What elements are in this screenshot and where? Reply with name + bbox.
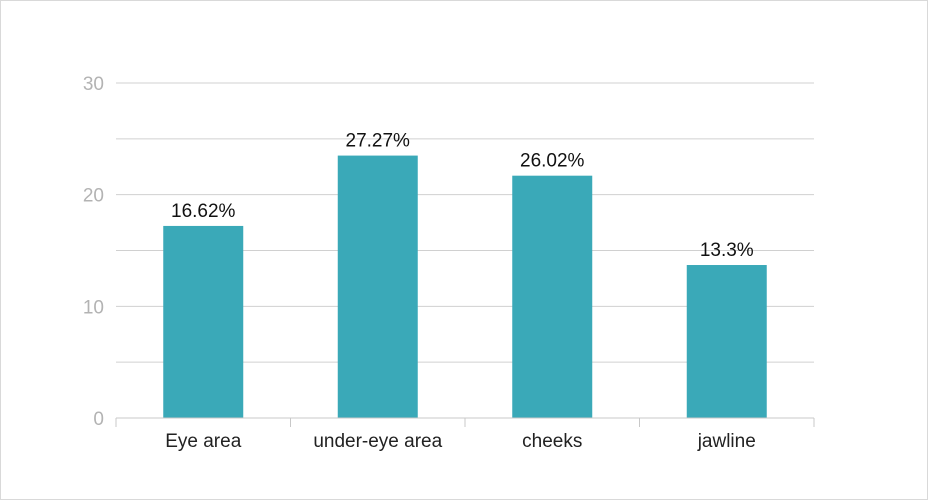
bar	[337, 155, 418, 419]
bar	[163, 225, 244, 418]
x-tick-label: cheeks	[522, 431, 582, 452]
x-tick-label: jawline	[697, 431, 756, 452]
y-tick-label: 20	[83, 186, 104, 207]
data-label: 16.62%	[171, 201, 236, 222]
y-axis-ticks: 0 10 20 30	[83, 74, 104, 430]
y-tick-label: 0	[93, 409, 104, 430]
y-tick-label: 30	[83, 74, 104, 95]
y-tick-label: 10	[83, 297, 104, 318]
data-labels: 16.62% 27.27% 26.02% 13.3%	[171, 131, 754, 261]
data-label: 26.02%	[520, 151, 585, 172]
x-tick-label: Eye area	[165, 431, 241, 452]
x-tick-label: under-eye area	[313, 431, 442, 452]
bars	[163, 155, 767, 419]
x-axis	[115, 417, 815, 427]
category-labels: Eye area under-eye area cheeks jawline	[165, 431, 756, 452]
data-label: 27.27%	[346, 131, 411, 152]
bar	[512, 175, 593, 418]
bar	[686, 265, 767, 418]
data-label: 13.3%	[700, 240, 754, 261]
